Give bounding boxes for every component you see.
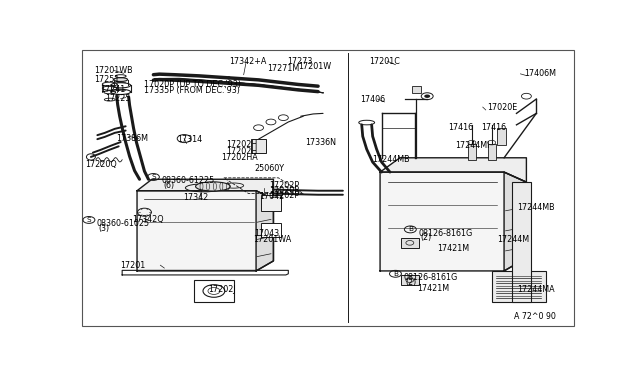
Text: 17314: 17314 — [177, 135, 202, 144]
Text: 17271M: 17271M — [268, 64, 300, 74]
Text: 17202P: 17202P — [269, 191, 300, 201]
Text: 17342Q: 17342Q — [132, 215, 164, 224]
Text: 17244MA: 17244MA — [518, 285, 555, 294]
Polygon shape — [380, 172, 527, 271]
Text: A 72^0 90: A 72^0 90 — [515, 312, 556, 321]
Polygon shape — [380, 158, 527, 182]
Bar — [468, 144, 476, 160]
Text: 08126-8161G: 08126-8161G — [419, 229, 472, 238]
Text: (3): (3) — [99, 224, 110, 233]
Bar — [488, 144, 495, 160]
Text: 17406: 17406 — [360, 94, 385, 103]
Text: 17201: 17201 — [120, 261, 145, 270]
Bar — [412, 86, 421, 93]
Text: 17020P (UP TO DEC.'93): 17020P (UP TO DEC.'93) — [145, 80, 241, 89]
Text: 17251: 17251 — [94, 74, 119, 83]
Text: 17202P: 17202P — [269, 181, 300, 190]
Bar — [511, 182, 531, 302]
Text: 08360-61225: 08360-61225 — [161, 176, 214, 185]
Bar — [401, 275, 419, 285]
Text: 17201W: 17201W — [298, 62, 332, 71]
Text: 17244M: 17244M — [498, 235, 530, 244]
Text: 17416: 17416 — [448, 123, 473, 132]
Circle shape — [424, 94, 430, 98]
Ellipse shape — [196, 182, 230, 191]
Text: 17043: 17043 — [255, 229, 280, 238]
Text: (2): (2) — [420, 234, 431, 243]
Text: 17342+A: 17342+A — [229, 57, 266, 66]
Text: 17202H: 17202H — [226, 140, 257, 150]
Polygon shape — [256, 191, 273, 271]
Bar — [261, 195, 281, 211]
Text: 17241: 17241 — [100, 86, 125, 94]
Text: 17406M: 17406M — [524, 69, 556, 78]
Text: B: B — [408, 227, 413, 232]
Text: 17201WB: 17201WB — [94, 66, 132, 75]
Bar — [194, 279, 234, 302]
Bar — [261, 223, 281, 237]
Text: (2): (2) — [405, 278, 417, 287]
Text: 17220Q: 17220Q — [85, 160, 116, 169]
Text: 17244MI: 17244MI — [455, 141, 490, 150]
Bar — [251, 139, 266, 154]
Text: 17020E: 17020E — [486, 103, 517, 112]
Text: S: S — [86, 217, 92, 223]
Bar — [492, 271, 547, 302]
Text: 17421M: 17421M — [437, 244, 469, 253]
Text: 17273: 17273 — [287, 57, 313, 66]
Bar — [497, 128, 506, 145]
Text: 17202HA: 17202HA — [221, 153, 258, 162]
Text: 17244MB: 17244MB — [518, 203, 555, 212]
Text: 17342: 17342 — [183, 193, 209, 202]
Text: 17201C: 17201C — [369, 57, 399, 66]
Text: 25060Y: 25060Y — [255, 164, 285, 173]
Polygon shape — [504, 172, 527, 271]
Text: 17386M: 17386M — [116, 134, 148, 143]
Text: 08360-61025: 08360-61025 — [97, 219, 150, 228]
Text: 17335P (FROM DEC.'93): 17335P (FROM DEC.'93) — [145, 86, 241, 95]
Polygon shape — [137, 179, 273, 199]
Text: 17202J: 17202J — [208, 285, 236, 294]
Text: (6): (6) — [163, 181, 175, 190]
Text: 17416: 17416 — [481, 123, 506, 132]
Text: 08126-8161G: 08126-8161G — [403, 273, 458, 282]
Text: 17336N: 17336N — [305, 138, 336, 147]
Text: 17201WA: 17201WA — [253, 235, 292, 244]
Text: 17225: 17225 — [105, 94, 131, 103]
Ellipse shape — [114, 78, 127, 81]
Text: 17020R: 17020R — [269, 186, 300, 195]
Bar — [401, 238, 419, 248]
Polygon shape — [137, 191, 273, 271]
Text: S: S — [151, 174, 156, 180]
Text: 17042: 17042 — [260, 192, 285, 201]
Text: 17202H: 17202H — [226, 147, 257, 156]
Text: 17244MB: 17244MB — [372, 155, 410, 164]
Text: B: B — [393, 271, 398, 277]
Text: 17421M: 17421M — [417, 284, 449, 293]
